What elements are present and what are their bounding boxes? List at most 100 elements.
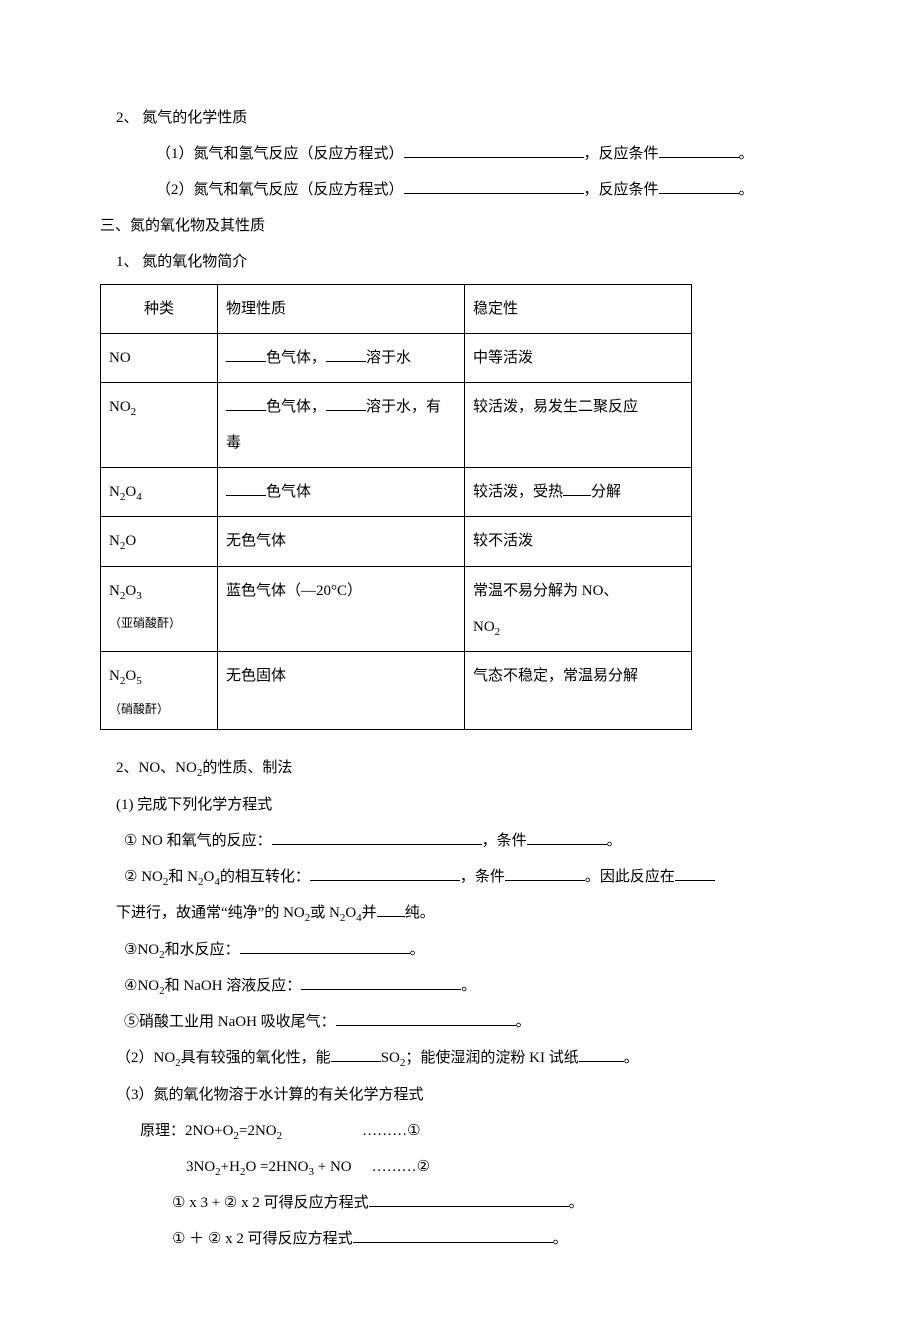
text: （2）NO xyxy=(116,1050,175,1066)
cell: N2O xyxy=(101,517,218,566)
text: NO xyxy=(473,619,495,635)
text: 色气体， xyxy=(266,350,326,366)
text: 。 xyxy=(461,978,476,994)
text: 2、NO、NO xyxy=(116,760,197,776)
text: ① x 3 + ② x 2 可得反应方程式 xyxy=(172,1195,369,1211)
text: ，条件 xyxy=(460,869,505,885)
cell: N2O5（硝酸酐） xyxy=(101,652,218,730)
text: O xyxy=(125,668,136,684)
th-stab: 稳定性 xyxy=(465,285,692,334)
blank xyxy=(310,866,460,881)
text: 或 N xyxy=(310,905,340,921)
text: 具有较强的氧化性，能 xyxy=(181,1050,331,1066)
text: O =2HNO xyxy=(245,1159,308,1175)
text: ① NO 和氧气的反应： xyxy=(124,833,272,849)
text: 。 xyxy=(739,182,754,198)
text: 下进行，故通常“纯净”的 NO xyxy=(116,905,305,921)
principle2: 3NO2+H2O =2HNO3 + NO………② xyxy=(100,1149,820,1185)
cell: 较活泼，易发生二聚反应 xyxy=(465,383,692,468)
eq3: ③NO2和水反应：。 xyxy=(100,932,820,968)
blank xyxy=(240,939,410,954)
table-row: NO2 色气体，溶于水，有毒 较活泼，易发生二聚反应 xyxy=(101,383,692,468)
text: 原理： xyxy=(140,1123,185,1139)
text: 。 xyxy=(553,1231,568,1247)
sec2-item2: （2）氮气和氧气反应（反应方程式），反应条件。 xyxy=(100,172,820,208)
cell: 色气体， 溶于水 xyxy=(218,334,465,383)
blank xyxy=(675,866,715,881)
blank xyxy=(301,975,461,990)
text: 并 xyxy=(362,905,377,921)
eq5: ⑤硝酸工业用 NaOH 吸收尾气：。 xyxy=(100,1004,820,1040)
blank xyxy=(377,903,405,918)
table-row: N2O 无色气体 较不活泼 xyxy=(101,517,692,566)
table-row: N2O5（硝酸酐） 无色固体 气态不稳定，常温易分解 xyxy=(101,652,692,730)
sub: 4 xyxy=(136,491,142,503)
cell: N2O3（亚硝酸酐） xyxy=(101,566,218,651)
text: ，反应条件 xyxy=(584,146,659,162)
cell: 气态不稳定，常温易分解 xyxy=(465,652,692,730)
text: 。 xyxy=(739,146,754,162)
sec3-sub1: 1、 氮的氧化物简介 xyxy=(100,244,820,280)
eq2-line2: 下进行，故通常“纯净”的 NO2或 N2O4并纯。 xyxy=(100,895,820,931)
text: 。 xyxy=(569,1195,584,1211)
text: （1）氮气和氢气反应（反应方程式） xyxy=(156,146,404,162)
blank xyxy=(226,482,266,497)
text: N xyxy=(109,583,120,599)
blank xyxy=(659,144,739,159)
text: N xyxy=(109,533,120,549)
text: 。因此反应在 xyxy=(585,869,675,885)
text: 色气体， xyxy=(266,399,326,415)
text: ③NO xyxy=(124,942,159,958)
sub: 2 xyxy=(277,1130,283,1142)
sec2-item1: （1）氮气和氢气反应（反应方程式） ，反应条件 。 xyxy=(100,136,820,172)
text: 纯。 xyxy=(405,905,435,921)
text: O xyxy=(203,869,214,885)
text: ④NO xyxy=(124,978,159,994)
text: ；能使湿润的淀粉 KI 试纸 xyxy=(405,1050,578,1066)
sec3-sub2: 2、NO、NO2的性质、制法 xyxy=(100,750,820,786)
text: 的性质、制法 xyxy=(202,760,292,776)
table-row: N2O3（亚硝酸酐） 蓝色气体（—20°C） 常温不易分解为 NO、 NO2 xyxy=(101,566,692,651)
text: 和 NaOH 溶液反应： xyxy=(165,978,302,994)
blank xyxy=(404,180,584,195)
blank xyxy=(331,1048,381,1063)
text: SO xyxy=(381,1050,400,1066)
p3: （3）氮的氧化物溶于水计算的有关化学方程式 xyxy=(100,1077,820,1113)
sub: 2 xyxy=(495,626,501,638)
cell: 蓝色气体（—20°C） xyxy=(218,566,465,651)
table-row: N2O4 色气体 较活泼，受热分解 xyxy=(101,468,692,517)
principle1: 原理：2NO+O2=2NO2………① xyxy=(100,1113,820,1149)
text: N xyxy=(109,484,120,500)
cell: 常温不易分解为 NO、 NO2 xyxy=(465,566,692,651)
blank xyxy=(226,397,266,412)
text: 溶于水 xyxy=(366,350,411,366)
blank xyxy=(369,1193,569,1208)
text: O xyxy=(345,905,356,921)
combo1: ① x 3 + ② x 2 可得反应方程式 。 xyxy=(100,1185,820,1221)
blank xyxy=(659,180,739,195)
text: 常温不易分解为 NO、 xyxy=(473,583,618,599)
blank xyxy=(527,830,607,845)
text: （2）氮气和氧气反应（反应方程式） xyxy=(156,182,404,198)
blank xyxy=(563,482,591,497)
oxide-table: 种类 物理性质 稳定性 NO 色气体，溶于水 中等活泼 NO2 色气体，溶于水，… xyxy=(100,284,692,730)
text: 色气体 xyxy=(266,484,311,500)
text: 分解 xyxy=(591,484,621,500)
text: 的相互转化： xyxy=(220,869,310,885)
blank xyxy=(226,348,266,363)
text: ，条件 xyxy=(482,833,527,849)
cell: NO2 xyxy=(101,383,218,468)
sec2-title: 2、 氮气的化学性质 xyxy=(100,100,820,136)
note: （亚硝酸酐） xyxy=(109,609,209,638)
text: 。 xyxy=(607,833,622,849)
blank xyxy=(272,830,482,845)
blank xyxy=(336,1012,516,1027)
blank xyxy=(579,1048,624,1063)
text: O xyxy=(125,484,136,500)
cell: 较活泼，受热分解 xyxy=(465,468,692,517)
text: 2NO+O xyxy=(185,1123,233,1139)
blank xyxy=(505,866,585,881)
text: ………② xyxy=(372,1159,430,1175)
eq4: ④NO2和 NaOH 溶液反应：。 xyxy=(100,968,820,1004)
table-row: NO 色气体，溶于水 中等活泼 xyxy=(101,334,692,383)
